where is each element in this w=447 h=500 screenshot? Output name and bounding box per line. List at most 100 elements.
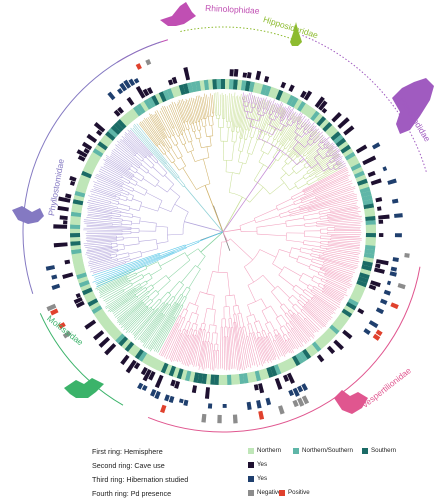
internal-branch: [186, 241, 200, 248]
internal-branch: [261, 133, 266, 141]
tip-branch: [292, 313, 314, 339]
node-arc: [271, 285, 278, 292]
tip-branch: [247, 92, 250, 103]
ring-hemisphere-cell: [359, 186, 371, 194]
node-arc: [242, 326, 245, 328]
internal-branch: [244, 326, 248, 337]
ring-hemisphere-cell: [91, 305, 103, 314]
internal-branch: [270, 305, 279, 318]
ring-hibernation-mark: [375, 307, 385, 315]
ring-cave-use-mark: [73, 296, 83, 305]
internal-branch: [138, 239, 157, 242]
ring-hibernation-mark: [292, 387, 300, 397]
node-arc: [254, 320, 259, 323]
ring-hemisphere-cell: [322, 121, 333, 132]
internal-branch: [273, 330, 277, 336]
tip-branch: [124, 131, 150, 158]
internal-branch: [228, 172, 233, 193]
tip-branch: [86, 248, 113, 253]
tip-branch: [335, 158, 343, 163]
ring-cave-use-mark: [242, 72, 248, 78]
internal-branch: [284, 266, 302, 277]
internal-branch: [148, 287, 154, 292]
internal-branch: [124, 258, 130, 261]
tip-branch: [197, 95, 203, 120]
internal-branch: [271, 291, 283, 306]
internal-branch: [203, 329, 206, 342]
node-arc: [290, 314, 292, 316]
node-arc: [123, 244, 125, 250]
tip-branch: [309, 155, 340, 176]
tip-branch: [315, 185, 352, 199]
ring-hemisphere-cell: [129, 108, 139, 119]
node-arc: [181, 333, 183, 335]
ring-hemisphere-cell: [110, 124, 121, 135]
internal-branch: [330, 160, 335, 163]
internal-branch: [296, 166, 306, 174]
tip-branch: [231, 92, 236, 132]
internal-branch: [235, 131, 238, 143]
internal-branch: [243, 105, 246, 111]
ring-hemisphere-cell: [308, 344, 319, 355]
tip-branch: [303, 306, 326, 327]
ring-pd-mark: [301, 395, 310, 405]
tip-branch: [122, 139, 138, 153]
internal-branch: [303, 244, 321, 248]
node-arc: [303, 165, 307, 169]
ring-hemisphere-cell: [244, 80, 251, 92]
internal-branch: [291, 247, 301, 250]
tip-branch: [86, 217, 112, 221]
tip-branch: [140, 313, 163, 342]
internal-branch: [167, 162, 180, 178]
node-arc: [149, 156, 151, 158]
ring-cave-use-mark: [375, 259, 389, 266]
node-arc: [288, 295, 293, 300]
internal-branch: [192, 329, 195, 335]
tip-branch: [279, 106, 284, 115]
tip-branch: [246, 96, 256, 131]
tip-branch: [261, 104, 273, 133]
internal-branch: [159, 143, 167, 154]
internal-branch: [253, 164, 264, 181]
node-arc: [225, 171, 240, 175]
ring-hibernation-mark: [301, 383, 308, 392]
node-arc: [148, 290, 150, 293]
internal-branch: [276, 198, 293, 207]
tip-branch: [108, 286, 142, 310]
tip-branch: [305, 302, 329, 323]
internal-branch: [233, 314, 235, 323]
ring-hemisphere-cell: [363, 256, 374, 263]
tip-branch: [334, 228, 360, 230]
internal-branch: [151, 154, 159, 162]
tip-branch: [92, 255, 161, 283]
tip-branch: [324, 273, 353, 286]
node-arc: [313, 169, 315, 171]
ring-cave-use-mark: [146, 87, 154, 95]
ring-cave-use-mark: [258, 383, 265, 394]
tip-branch: [162, 105, 174, 129]
node-arc: [332, 157, 334, 160]
node-arc: [313, 295, 315, 297]
internal-branch: [116, 252, 129, 256]
internal-branch: [254, 322, 259, 333]
trait-rings: [45, 59, 410, 424]
internal-branch: [290, 154, 296, 159]
internal-branch: [156, 241, 169, 244]
internal-branch: [231, 318, 233, 328]
tip-branch: [309, 128, 317, 136]
ring-hemisphere-cell: [313, 113, 323, 124]
internal-branch: [247, 324, 251, 334]
node-arc: [244, 110, 252, 113]
internal-branch: [292, 141, 299, 149]
tip-branch: [293, 312, 315, 337]
internal-branch: [164, 129, 170, 138]
tip-branch: [319, 254, 359, 265]
internal-branch: [169, 297, 176, 306]
tip-branch: [258, 97, 263, 109]
node-arc: [129, 279, 131, 282]
node-arc: [131, 195, 134, 202]
internal-branch: [190, 329, 193, 337]
tip-branch: [112, 294, 137, 313]
internal-branch: [139, 280, 146, 285]
internal-branch: [279, 117, 281, 120]
